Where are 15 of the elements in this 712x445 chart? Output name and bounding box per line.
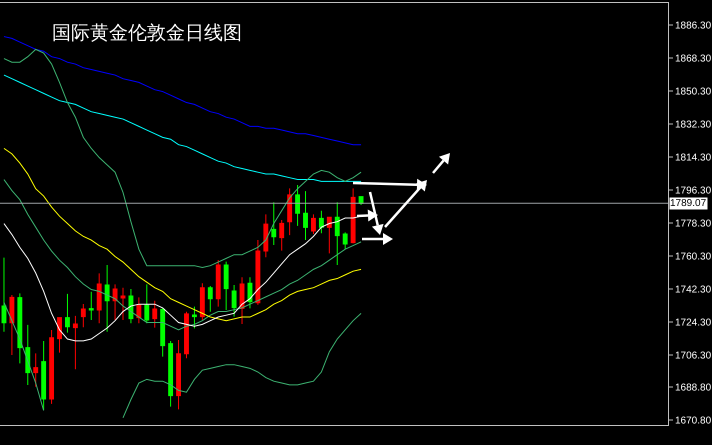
y-tick-label: 1868.30: [675, 54, 712, 64]
y-tick-label: 1670.80: [675, 416, 712, 427]
text: 国际黄金伦敦金日线图: [52, 22, 242, 44]
y-tick-label: 1886.30: [675, 20, 712, 32]
y-tick-label: 1760.30: [675, 251, 712, 262]
y-tick-label: 1796.30: [675, 185, 712, 196]
y-tick-label: 1724.30: [675, 317, 712, 328]
y-tick-label: 1850.30: [675, 86, 712, 98]
y-tick-label: 1742.30: [675, 284, 712, 296]
ref-line-label: 1789.07: [670, 198, 707, 209]
y-tick-label: 1688.80: [675, 382, 712, 394]
y-tick-label: 1832.30: [675, 119, 712, 130]
y-tick-label: 1814.30: [675, 152, 712, 164]
y-tick-label: 1706.30: [675, 350, 712, 362]
y-tick-label: 1778.30: [675, 218, 712, 230]
